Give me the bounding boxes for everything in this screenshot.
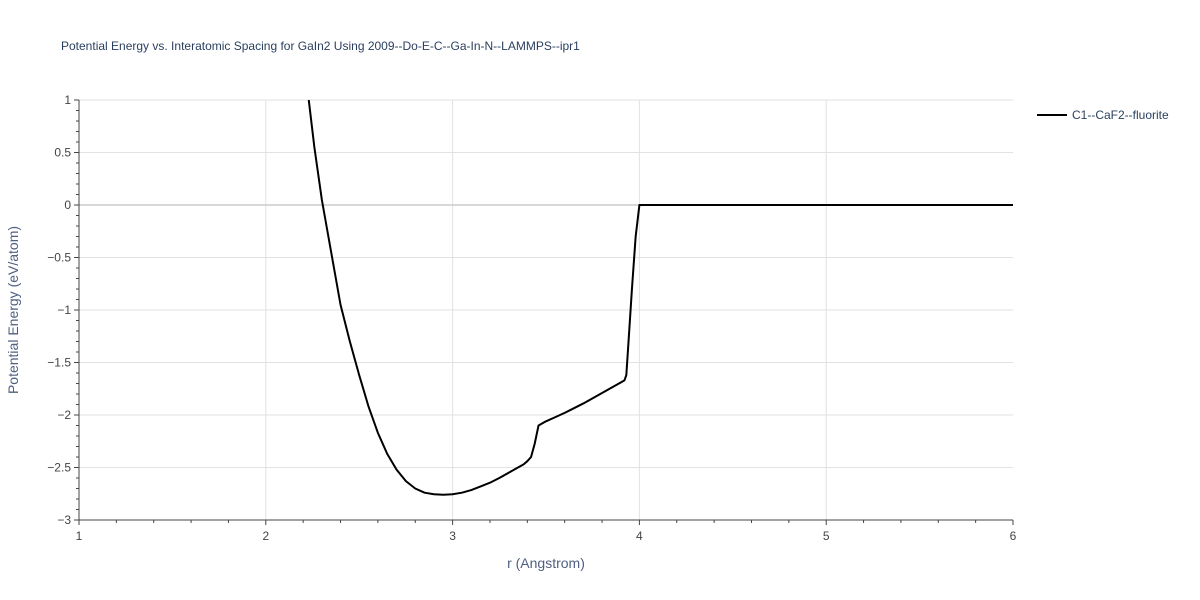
x-axis-title: r (Angstrom)	[507, 555, 585, 571]
x-tick-label: 2	[262, 529, 269, 543]
x-tick-label: 3	[449, 529, 456, 543]
x-tick-label: 1	[76, 529, 83, 543]
x-tick-label: 6	[1010, 529, 1017, 543]
grid-lines	[79, 99, 1013, 520]
x-tick-label: 4	[636, 529, 643, 543]
y-tick-label: −1.5	[47, 356, 71, 370]
y-tick-label: −2.5	[47, 461, 71, 475]
legend-label[interactable]: C1--CaF2--fluorite	[1072, 108, 1169, 122]
y-tick-label: 0.5	[54, 146, 71, 160]
y-axis-title: Potential Energy (eV/atom)	[5, 226, 21, 394]
y-tick-label: −1	[57, 303, 71, 317]
series-line	[307, 99, 1013, 496]
axes	[74, 99, 1014, 525]
y-tick-label: 0	[64, 198, 71, 212]
y-tick-label: 1	[64, 93, 71, 107]
y-tick-label: −2	[57, 408, 71, 422]
y-tick-label: −3	[57, 513, 71, 527]
y-tick-label: −0.5	[47, 251, 71, 265]
chart-title: Potential Energy vs. Interatomic Spacing…	[61, 39, 580, 53]
legend[interactable]: C1--CaF2--fluorite	[1037, 108, 1169, 122]
plot-area	[307, 99, 1013, 496]
tick-labels: 1 2 3 4 5 6 1 0.5 0 −0.5 −1 −1.5 −2 −2.5 −3	[47, 93, 1016, 543]
x-tick-label: 5	[823, 529, 830, 543]
